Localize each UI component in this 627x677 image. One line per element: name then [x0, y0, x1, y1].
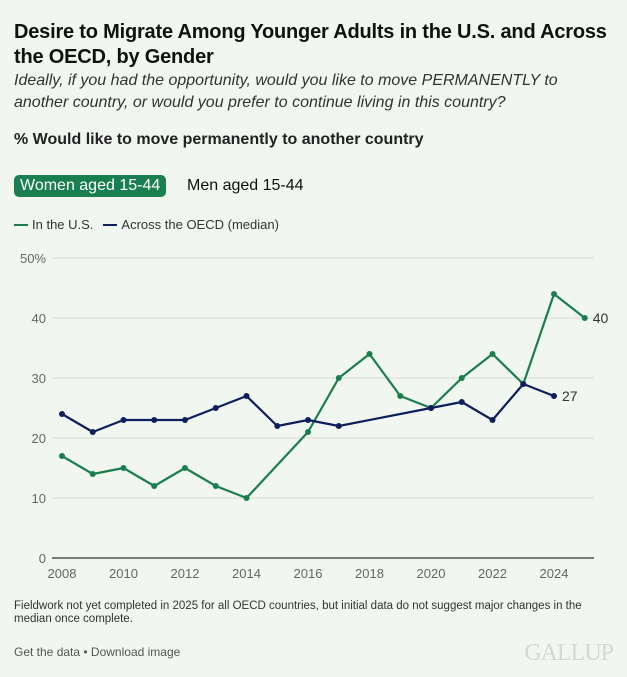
x-tick-label: 2008	[48, 566, 77, 581]
chart-subtitle: Ideally, if you had the opportunity, wou…	[14, 72, 558, 111]
gallup-logo: GALLUP	[524, 640, 614, 666]
y-tick-label: 40	[32, 311, 46, 326]
series-line-oecd	[61, 382, 555, 434]
legend: In the U.S. Across the OECD (median)	[14, 217, 279, 232]
get-data-link[interactable]: Get the data	[14, 645, 81, 659]
data-point-oecd	[335, 423, 342, 429]
data-point-us	[551, 291, 557, 297]
data-point-oecd	[428, 405, 434, 411]
data-point-oecd	[120, 417, 127, 423]
footnote: Fieldwork not yet completed in 2025 for …	[14, 600, 582, 625]
legend-item-oecd: Across the OECD (median)	[103, 217, 279, 232]
y-tick-label: 0	[39, 551, 46, 566]
x-tick-label: 2010	[109, 566, 138, 581]
end-label-oecd: 27	[562, 388, 578, 404]
data-point-oecd	[212, 405, 219, 411]
legend-label-us: In the U.S.	[32, 217, 94, 232]
footer-links: Get the data • Download image	[14, 645, 180, 659]
data-point-oecd	[243, 393, 250, 399]
data-point-oecd	[305, 417, 311, 423]
data-point-oecd	[151, 417, 158, 423]
x-tick-label: 2022	[478, 566, 507, 581]
data-point-us	[366, 351, 373, 357]
y-tick-label: 10	[32, 491, 46, 506]
data-point-us	[489, 351, 496, 357]
y-tick-label: 50%	[20, 251, 46, 266]
legend-item-us: In the U.S.	[14, 217, 93, 232]
data-point-us	[120, 465, 127, 471]
data-point-oecd	[489, 417, 496, 423]
data-point-oecd	[59, 411, 65, 417]
legend-swatch-us	[14, 223, 28, 226]
legend-swatch-oecd	[103, 223, 118, 226]
x-tick-label: 2020	[417, 566, 446, 581]
data-point-oecd	[520, 381, 527, 387]
end-label-us: 40	[593, 310, 609, 326]
chart-title: Desire to Migrate Among Younger Adults i…	[14, 21, 607, 68]
data-point-oecd	[551, 393, 557, 399]
y-tick-label: 30	[32, 371, 46, 386]
toggle-women[interactable]: Women aged 15-44	[14, 175, 167, 197]
line-chart: 0 10 20 30 40 50% 2008 2010 2012 2014 2016 2018 202…	[20, 251, 609, 581]
data-point-us	[182, 465, 188, 471]
series-line-us	[61, 292, 586, 500]
data-point-oecd	[89, 429, 96, 435]
x-tick-label: 2024	[540, 566, 569, 581]
data-point-oecd	[458, 399, 465, 405]
download-image-link[interactable]: Download image	[90, 645, 181, 659]
data-point-us	[243, 495, 250, 501]
toggle-men[interactable]: Men aged 15-44	[187, 177, 304, 194]
data-point-us	[212, 483, 219, 489]
data-point-oecd	[274, 423, 281, 429]
data-point-us	[151, 483, 158, 489]
data-point-us	[458, 375, 465, 381]
x-tick-label: 2018	[355, 566, 384, 581]
data-point-us	[59, 453, 65, 459]
measure-label: % Would like to move permanently to anot…	[14, 131, 424, 148]
x-tick-label: 2014	[232, 566, 261, 581]
y-tick-label: 20	[32, 431, 46, 446]
data-point-oecd	[182, 417, 188, 423]
link-separator: •	[80, 645, 91, 659]
x-tick-label: 2016	[294, 566, 323, 581]
data-point-us	[335, 375, 342, 381]
data-point-us	[397, 393, 404, 399]
legend-label-oecd: Across the OECD (median)	[121, 217, 279, 232]
data-point-us	[89, 471, 96, 477]
data-point-us	[581, 315, 588, 321]
data-point-us	[305, 429, 311, 435]
x-tick-label: 2012	[171, 566, 200, 581]
